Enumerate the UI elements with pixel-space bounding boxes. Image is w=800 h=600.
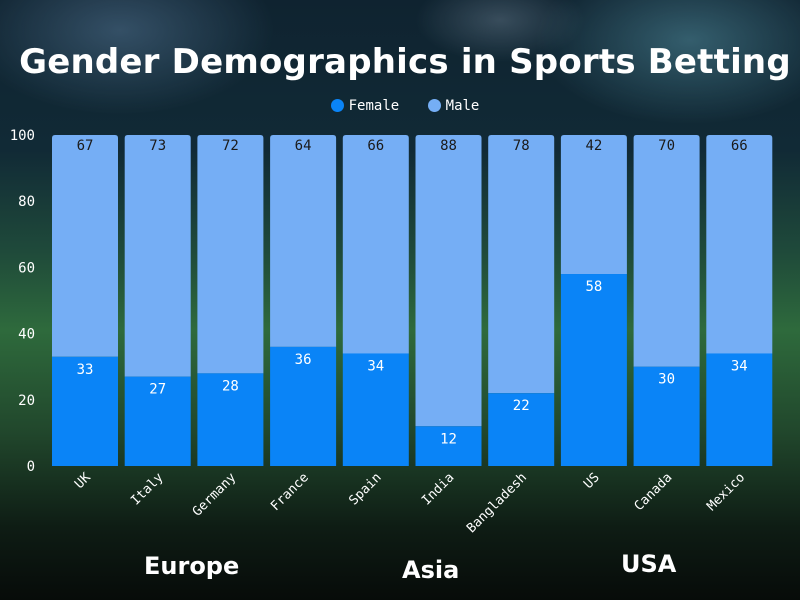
- bar-male[interactable]: [270, 135, 337, 347]
- data-label-male: 66: [367, 138, 384, 154]
- region-label-europe: Europe: [144, 552, 240, 580]
- bar-female[interactable]: [342, 353, 409, 466]
- data-label-female: 27: [149, 382, 166, 398]
- data-label-female: 36: [295, 352, 312, 368]
- bar-female[interactable]: [633, 366, 700, 466]
- y-tick-label: 40: [18, 327, 35, 343]
- y-tick-label: 20: [18, 393, 35, 409]
- data-label-male: 72: [222, 138, 239, 154]
- x-tick-label: Italy: [128, 470, 166, 508]
- x-tick-label: UK: [72, 470, 94, 492]
- x-tick-label: France: [268, 470, 312, 514]
- bar-female[interactable]: [52, 356, 118, 466]
- data-label-male: 70: [658, 138, 675, 154]
- chart-title: Gender Demographics in Sports Betting: [19, 42, 791, 82]
- data-label-male: 42: [585, 138, 602, 154]
- data-label-female: 58: [585, 279, 602, 295]
- x-tick-label: Spain: [346, 470, 384, 508]
- legend: Female Male: [0, 98, 800, 114]
- data-label-male: 66: [731, 138, 748, 154]
- data-label-female: 33: [77, 362, 94, 378]
- bar-female[interactable]: [124, 376, 191, 466]
- y-tick-label: 100: [10, 128, 35, 144]
- x-tick-label: Germany: [190, 470, 239, 519]
- data-label-female: 12: [440, 431, 457, 447]
- bar-female[interactable]: [706, 353, 773, 466]
- data-label-male: 64: [295, 138, 312, 154]
- bar-male[interactable]: [633, 135, 700, 367]
- data-label-male: 78: [513, 138, 530, 154]
- x-tick-label: Bangladesh: [464, 470, 530, 536]
- legend-label-male: Male: [445, 98, 480, 114]
- data-label-male: 73: [149, 138, 166, 154]
- bar-female[interactable]: [488, 393, 555, 466]
- bar-male[interactable]: [124, 135, 191, 377]
- data-label-female: 22: [513, 398, 530, 414]
- data-label-female: 34: [731, 358, 748, 374]
- bar-female[interactable]: [197, 373, 264, 466]
- bar-female[interactable]: [415, 426, 482, 466]
- region-label-asia: Asia: [402, 556, 460, 584]
- bar-male[interactable]: [52, 135, 118, 357]
- bar-male[interactable]: [342, 135, 409, 354]
- y-tick-label: 60: [18, 260, 35, 276]
- legend-label-female: Female: [348, 98, 400, 114]
- legend-item-female[interactable]: Female: [330, 98, 400, 114]
- bar-male[interactable]: [488, 135, 555, 394]
- y-tick-label: 0: [27, 459, 35, 475]
- data-label-male: 67: [77, 138, 94, 154]
- data-label-female: 34: [367, 358, 384, 374]
- legend-item-male[interactable]: Male: [427, 98, 480, 114]
- bar-female[interactable]: [560, 274, 627, 466]
- x-tick-label: India: [419, 470, 457, 508]
- region-label-usa: USA: [621, 550, 677, 578]
- bar-male[interactable]: [706, 135, 773, 354]
- bar-male[interactable]: [197, 135, 264, 374]
- data-label-male: 88: [440, 138, 457, 154]
- legend-swatch-female: [330, 99, 344, 112]
- bar-male[interactable]: [415, 135, 482, 427]
- x-tick-label: Mexico: [704, 470, 748, 514]
- bar-male[interactable]: [560, 135, 627, 275]
- legend-swatch-male: [427, 99, 441, 112]
- x-tick-label: US: [581, 470, 603, 492]
- data-label-female: 28: [222, 378, 239, 394]
- x-tick-label: Canada: [632, 470, 676, 514]
- y-tick-label: 80: [18, 194, 35, 210]
- bar-female[interactable]: [270, 346, 337, 466]
- data-label-female: 30: [658, 372, 675, 388]
